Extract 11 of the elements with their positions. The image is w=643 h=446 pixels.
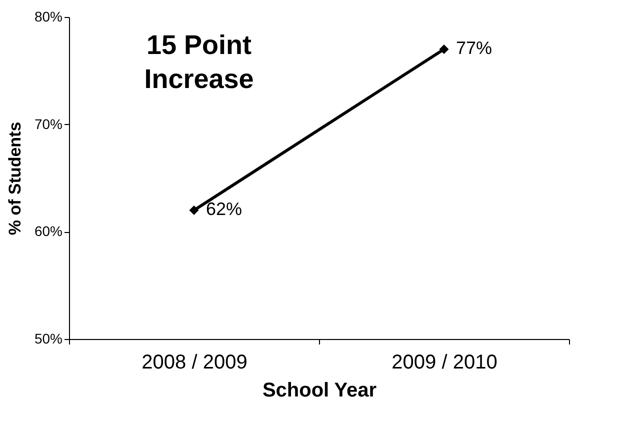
data-label: 62% bbox=[206, 199, 242, 220]
x-tick-label: 2009 / 2010 bbox=[392, 352, 498, 374]
y-axis-title: % of Students bbox=[5, 122, 24, 236]
y-tick-label: 50% bbox=[34, 330, 62, 346]
y-tick-label: 60% bbox=[34, 223, 62, 240]
data-label: 77% bbox=[456, 38, 492, 58]
y-tick-label: 80% bbox=[34, 8, 62, 24]
annotation: 15 Point Increase bbox=[144, 30, 254, 94]
x-axis-title: School Year bbox=[262, 380, 377, 402]
x-tick-label: 2008 / 2009 bbox=[142, 352, 248, 374]
y-tick-label: 70% bbox=[34, 116, 62, 132]
